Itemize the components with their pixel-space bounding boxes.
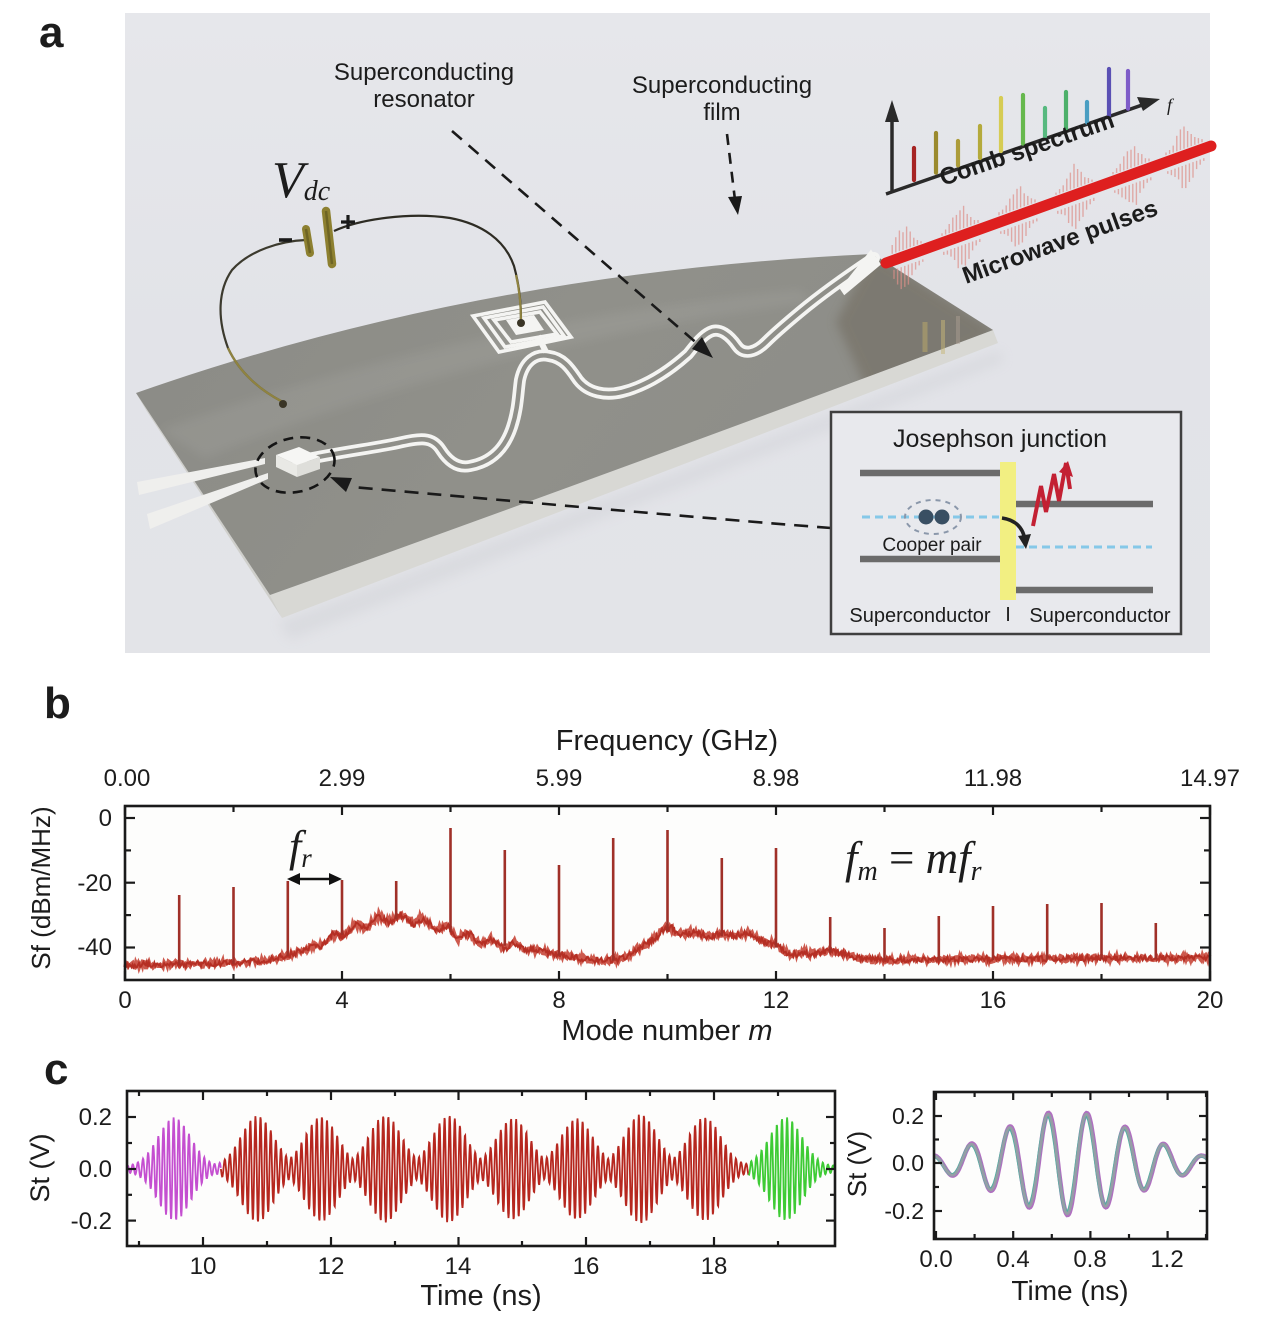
svg-text:20: 20 — [1197, 987, 1224, 1014]
svg-text:0.0: 0.0 — [919, 1246, 952, 1273]
svg-text:0.0: 0.0 — [79, 1156, 112, 1183]
svg-text:8.98: 8.98 — [753, 765, 800, 792]
svg-text:0: 0 — [99, 805, 112, 832]
svg-text:Time (ns): Time (ns) — [1011, 1275, 1128, 1306]
svg-text:film: film — [703, 99, 740, 126]
svg-text:0.2: 0.2 — [892, 1103, 924, 1129]
svg-text:0.00: 0.00 — [104, 765, 151, 792]
svg-text:resonator: resonator — [373, 86, 474, 113]
svg-text:Josephson junction: Josephson junction — [893, 425, 1107, 453]
svg-text:2.99: 2.99 — [319, 765, 366, 792]
svg-text:Superconductor: Superconductor — [849, 605, 991, 627]
svg-text:12: 12 — [763, 987, 790, 1014]
svg-text:-20: -20 — [77, 870, 112, 897]
svg-text:a: a — [39, 8, 64, 57]
svg-text:St (V): St (V) — [842, 1131, 872, 1197]
svg-text:Superconducting: Superconducting — [334, 59, 514, 86]
svg-text:1.2: 1.2 — [1150, 1246, 1183, 1273]
svg-text:5.99: 5.99 — [536, 765, 583, 792]
svg-text:f: f — [1167, 95, 1175, 115]
svg-text:Superconductor: Superconductor — [1029, 605, 1171, 627]
svg-text:Time (ns): Time (ns) — [420, 1280, 541, 1312]
svg-text:fm = mfr: fm = mfr — [845, 833, 982, 887]
svg-text:0.4: 0.4 — [996, 1246, 1029, 1273]
svg-text:11.98: 11.98 — [964, 765, 1022, 792]
svg-text:12: 12 — [318, 1253, 345, 1280]
svg-text:18: 18 — [701, 1253, 728, 1280]
svg-text:St (V): St (V) — [25, 1133, 55, 1202]
svg-text:16: 16 — [980, 987, 1007, 1014]
svg-text:4: 4 — [335, 987, 348, 1014]
svg-text:Frequency (GHz): Frequency (GHz) — [556, 725, 778, 757]
svg-text:0.2: 0.2 — [79, 1104, 112, 1131]
svg-text:b: b — [44, 679, 71, 728]
svg-text:0.8: 0.8 — [1073, 1246, 1106, 1273]
svg-text:14: 14 — [445, 1253, 472, 1280]
svg-text:-0.2: -0.2 — [71, 1208, 112, 1235]
svg-text:I: I — [1005, 604, 1011, 626]
svg-text:10: 10 — [190, 1253, 217, 1280]
svg-text:0.0: 0.0 — [892, 1150, 924, 1176]
svg-text:-40: -40 — [77, 934, 112, 961]
svg-text:0: 0 — [118, 987, 131, 1014]
svg-text:14.97: 14.97 — [1180, 765, 1240, 792]
svg-text:Sf (dBm/MHz): Sf (dBm/MHz) — [26, 806, 56, 969]
svg-text:Mode number m: Mode number m — [561, 1015, 772, 1047]
svg-text:-0.2: -0.2 — [884, 1198, 924, 1224]
svg-text:16: 16 — [573, 1253, 600, 1280]
svg-text:Cooper pair: Cooper pair — [882, 535, 982, 556]
svg-text:Superconducting: Superconducting — [632, 72, 812, 99]
svg-text:c: c — [44, 1045, 68, 1094]
svg-text:8: 8 — [552, 987, 565, 1014]
